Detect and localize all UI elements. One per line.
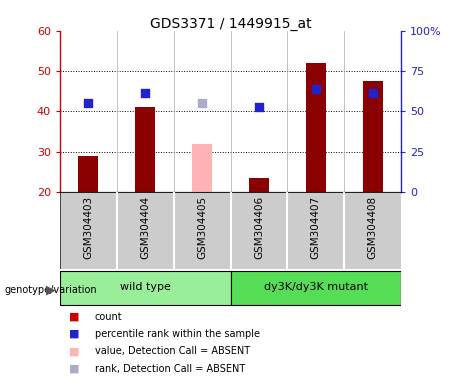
Bar [363,81,383,192]
Text: GSM304404: GSM304404 [140,196,150,259]
Text: value, Detection Call = ABSENT: value, Detection Call = ABSENT [95,346,249,356]
Point [198,100,206,106]
Text: ▶: ▶ [46,283,55,296]
Text: ■: ■ [69,312,80,322]
Text: GSM304407: GSM304407 [311,196,321,259]
Bar [230,271,401,305]
Text: GSM304406: GSM304406 [254,196,264,259]
Point [255,104,263,111]
Text: GSM304405: GSM304405 [197,196,207,259]
Text: GSM304408: GSM304408 [367,196,378,259]
Text: GSM304403: GSM304403 [83,196,94,259]
Text: rank, Detection Call = ABSENT: rank, Detection Call = ABSENT [95,364,245,374]
Text: dy3K/dy3K mutant: dy3K/dy3K mutant [264,282,368,292]
Text: ■: ■ [69,364,80,374]
Bar [135,108,155,192]
Bar [192,144,212,192]
Point [369,90,376,96]
Text: ■: ■ [69,329,80,339]
Text: wild type: wild type [120,282,171,292]
Text: genotype/variation: genotype/variation [5,285,97,295]
Text: ■: ■ [69,346,80,356]
Bar [249,178,269,192]
Bar [306,63,326,192]
Point [142,90,149,96]
Point [312,86,319,92]
Bar [78,156,98,192]
Text: count: count [95,312,122,322]
Text: percentile rank within the sample: percentile rank within the sample [95,329,260,339]
Bar [60,271,230,305]
Text: GDS3371 / 1449915_at: GDS3371 / 1449915_at [150,17,311,31]
Point [85,100,92,106]
